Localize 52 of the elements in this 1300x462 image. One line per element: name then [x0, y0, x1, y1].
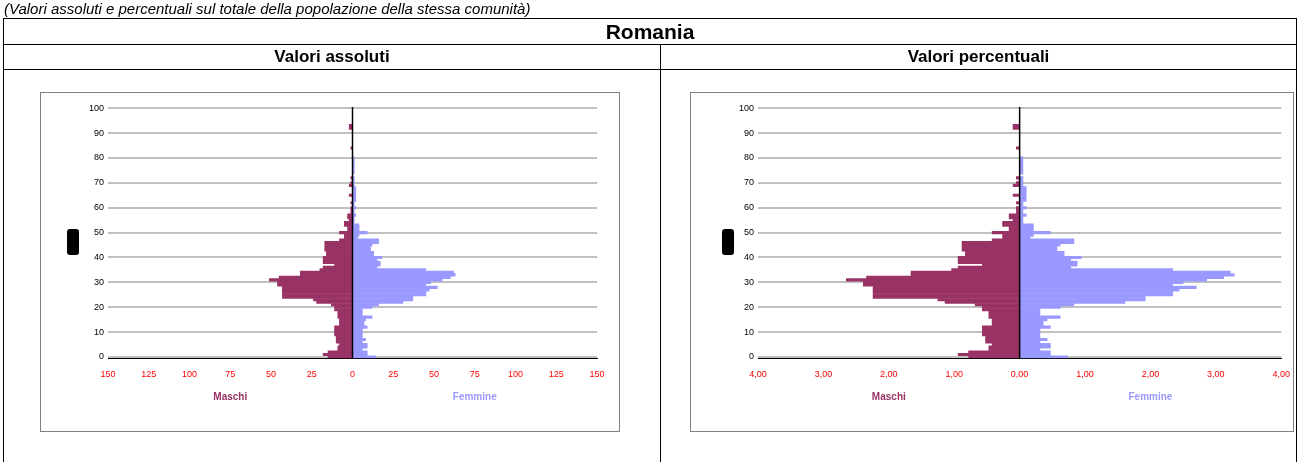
x-tick-label: 125: [141, 369, 157, 380]
x-tick-label: 3,00: [1207, 369, 1225, 380]
x-tick-label: 4,00: [1272, 369, 1291, 380]
y-tick-label: 100: [738, 102, 755, 113]
x-tick-label: 25: [388, 369, 399, 380]
x-tick-label: 2,00: [1141, 369, 1160, 380]
y-tick-label: 10: [744, 326, 755, 337]
y-tick-label: 30: [744, 276, 755, 287]
text: (Valori assoluti e percentuali sul totale della popolazione della stessa comunità): [4, 0, 531, 17]
chart-subtitle: Valori percentuali: [660, 44, 1297, 70]
y-tick-label: 40: [94, 251, 105, 262]
y-tick-label: 50: [744, 227, 755, 238]
x-tick-label: 150: [100, 369, 116, 380]
y-tick-label: 30: [94, 276, 105, 287]
x-tick-label: 100: [507, 369, 524, 380]
x-tick-label: 2,00: [880, 369, 898, 380]
x-tick-label: 0,00: [1010, 369, 1029, 380]
y-tick-label: 70: [94, 177, 105, 188]
text: Maschi: [871, 390, 906, 402]
x-tick-label: 75: [469, 369, 480, 380]
y-tick-label: 60: [94, 202, 105, 213]
x-tick-label: 0: [350, 369, 356, 380]
x-tick-label: 50: [429, 369, 440, 380]
y-tick-label: 50: [94, 227, 105, 238]
x-tick-label: 100: [182, 369, 198, 380]
y-tick-label: 90: [94, 127, 105, 138]
y-tick-label: 80: [94, 152, 105, 163]
y-tick-label: 20: [744, 301, 755, 312]
x-tick-label: 1,00: [945, 369, 963, 380]
y-tick-label: 40: [744, 251, 755, 262]
x-tick-label: 75: [225, 369, 236, 380]
text: Maschi: [213, 390, 248, 402]
y-tick-label: 10: [94, 326, 105, 337]
chart-subtitle: Valori assoluti: [3, 44, 661, 70]
y-tick-label: 20: [94, 301, 105, 312]
y-tick-label: 100: [88, 102, 105, 113]
x-tick-label: 4,00: [749, 369, 767, 380]
y-tick-label: 90: [744, 127, 755, 138]
y-tick-label: 80: [744, 152, 755, 163]
x-tick-label: 125: [548, 369, 564, 380]
y-tick-label: 0: [99, 351, 105, 362]
x-tick-label: 3,00: [814, 369, 833, 380]
y-tick-label: 0: [749, 351, 755, 362]
x-tick-label: 25: [306, 369, 317, 380]
y-tick-label: 70: [744, 177, 755, 188]
x-tick-label: 50: [266, 369, 277, 380]
x-tick-label: 1,00: [1076, 369, 1094, 380]
text: Femmine: [452, 390, 498, 402]
text: Femmine: [1128, 390, 1173, 402]
x-tick-label: 150: [589, 369, 605, 380]
text: Romania: [3, 18, 1297, 45]
y-tick-label: 60: [744, 202, 755, 213]
